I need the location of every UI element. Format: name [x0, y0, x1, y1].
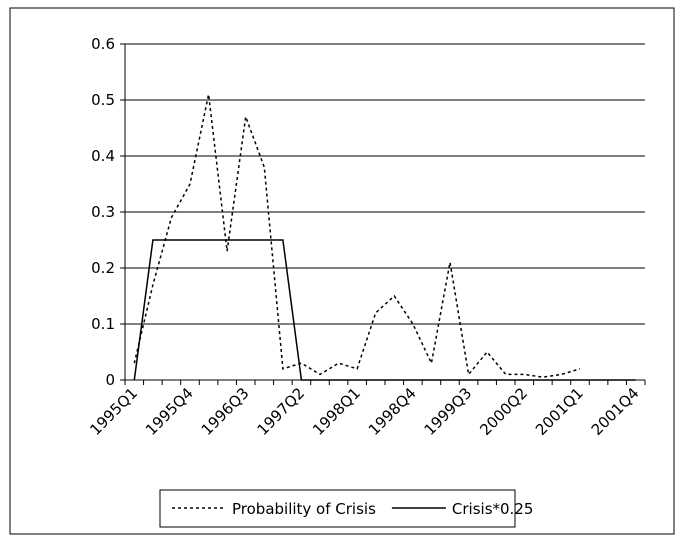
x-tick-label: 1998Q4 [365, 384, 420, 439]
x-tick-label: 2000Q2 [476, 384, 531, 439]
chart-frame [9, 7, 675, 535]
x-tick-label: 1995Q4 [142, 384, 197, 439]
y-tick-label: 0.2 [91, 259, 115, 277]
x-tick-label: 2001Q4 [588, 384, 643, 439]
legend-label: Crisis*0.25 [452, 500, 534, 518]
legend-label: Probability of Crisis [232, 500, 376, 518]
y-tick-label: 0.4 [91, 147, 115, 165]
data-line [133, 94, 581, 378]
legend: Probability of Crisis Crisis*0.25 [159, 489, 534, 528]
x-tick-label: 1995Q1 [86, 384, 141, 439]
y-tick-label: 0.3 [91, 203, 115, 221]
x-tick-label: 1997Q2 [253, 384, 308, 439]
x-tick-label: 1996Q3 [198, 384, 253, 439]
x-tick-label: 2001Q1 [532, 384, 587, 439]
legend-box [159, 489, 516, 528]
y-tick-label: 0 [105, 371, 115, 389]
y-tick-label: 0.6 [91, 35, 115, 53]
y-tick-label: 0.1 [91, 315, 115, 333]
x-tick-label: 1998Q1 [309, 384, 364, 439]
y-tick-label: 0.5 [91, 91, 115, 109]
data-line [133, 239, 636, 381]
x-tick-label: 1999Q3 [421, 384, 476, 439]
